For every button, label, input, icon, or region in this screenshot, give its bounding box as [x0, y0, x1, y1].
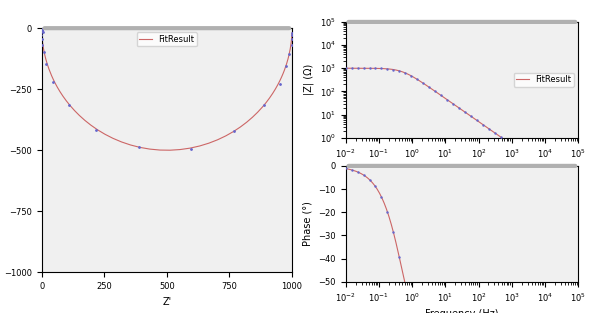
FitResult: [386, 67, 393, 71]
FitResult: [38, 26, 45, 30]
Legend: FitResult: FitResult: [514, 73, 574, 87]
X-axis label: Z': Z': [162, 297, 172, 307]
FitResult: [110, 136, 117, 140]
FitResult: [288, 36, 295, 39]
Line: FitResult: FitResult: [346, 68, 578, 191]
FitResult: [288, 31, 296, 35]
Line: FitResult: FitResult: [42, 28, 292, 150]
FitResult: [555, 175, 562, 179]
FitResult: [563, 181, 570, 185]
Legend: FitResult: FitResult: [137, 32, 197, 46]
FitResult: [342, 66, 349, 70]
FitResult: [575, 189, 582, 193]
X-axis label: Frequency (Hz): Frequency (Hz): [425, 165, 499, 175]
X-axis label: Frequency (Hz): Frequency (Hz): [425, 309, 499, 313]
Y-axis label: Phase (°): Phase (°): [303, 201, 313, 246]
FitResult: [38, 26, 45, 30]
FitResult: [166, 148, 173, 152]
FitResult: [288, 39, 295, 43]
FitResult: [356, 66, 364, 70]
FitResult: [404, 72, 411, 76]
Y-axis label: |Z| (Ω): |Z| (Ω): [304, 64, 314, 95]
FitResult: [352, 66, 359, 70]
FitResult: [254, 110, 261, 114]
FitResult: [38, 26, 45, 30]
